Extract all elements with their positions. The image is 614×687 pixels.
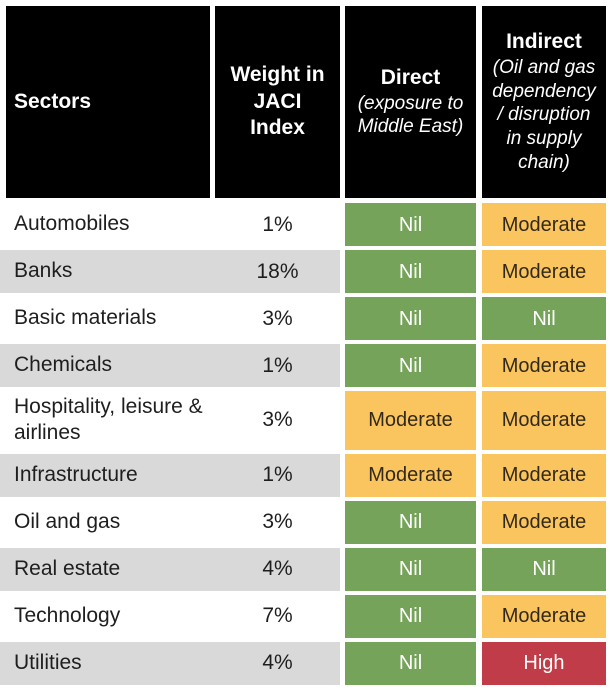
indirect-rating-chip: Moderate bbox=[482, 594, 606, 638]
table-row: Technology 7% Nil Moderate bbox=[0, 594, 614, 638]
column-sublabel-direct: (exposure to Middle East) bbox=[357, 92, 464, 138]
weight-cell: 4% bbox=[262, 651, 293, 674]
direct-rating-chip: Moderate bbox=[345, 391, 476, 450]
header-cell-indirect: Indirect (Oil and gas dependency / disru… bbox=[482, 6, 606, 198]
row-stripe bbox=[0, 547, 340, 591]
weight-cell: 4% bbox=[262, 557, 293, 580]
column-sublabel-indirect: (Oil and gas dependency / disruption in … bbox=[492, 56, 596, 174]
sector-cell: Real estate bbox=[14, 556, 121, 580]
table-row: Automobiles 1% Nil Moderate bbox=[0, 203, 614, 246]
sector-cell: Hospitality, leisure & airlines bbox=[14, 395, 203, 445]
table-row: Infrastructure 1% Moderate Moderate bbox=[0, 453, 614, 497]
column-label-sectors: Sectors bbox=[14, 89, 92, 113]
table-row: Hospitality, leisure & airlines 3% Moderat… bbox=[0, 391, 614, 450]
indirect-rating-chip: Moderate bbox=[482, 500, 606, 544]
weight-cell: 1% bbox=[262, 353, 293, 377]
row-stripe bbox=[0, 453, 340, 497]
weight-cell: 3% bbox=[262, 510, 293, 533]
sector-cell: Infrastructure bbox=[14, 462, 138, 486]
table-row: Chemicals 1% Nil Moderate bbox=[0, 344, 614, 387]
indirect-rating-chip: Nil bbox=[482, 547, 606, 591]
row-stripe bbox=[0, 641, 340, 685]
sector-cell: Technology bbox=[14, 603, 121, 627]
direct-rating-chip: Nil bbox=[345, 547, 476, 591]
column-label-indirect: Indirect bbox=[506, 29, 582, 53]
weight-cell: 1% bbox=[262, 463, 293, 486]
table-row: Basic materials 3% Nil Nil bbox=[0, 297, 614, 340]
weight-cell: 3% bbox=[262, 408, 293, 432]
weight-cell: 18% bbox=[256, 259, 299, 283]
sector-cell: Utilities bbox=[14, 650, 82, 674]
indirect-rating-chip: Moderate bbox=[482, 344, 606, 387]
direct-rating-chip: Nil bbox=[345, 641, 476, 685]
sector-cell: Oil and gas bbox=[14, 509, 121, 533]
sector-cell: Basic materials bbox=[14, 306, 157, 330]
direct-rating-chip: Nil bbox=[345, 500, 476, 544]
direct-rating-chip: Nil bbox=[345, 297, 476, 340]
weight-cell: 3% bbox=[262, 306, 293, 330]
table-header: Sectors Weight in JACI Index Direct (exp… bbox=[0, 6, 606, 198]
table-body: Automobiles 1% Nil Moderate Banks 18% Nil Moder… bbox=[0, 203, 614, 685]
row-stripe bbox=[0, 344, 340, 387]
sector-cell: Chemicals bbox=[14, 353, 113, 377]
sector-cell: Automobiles bbox=[14, 212, 130, 236]
column-label-weight: Weight in JACI Index bbox=[230, 62, 325, 140]
direct-rating-chip: Nil bbox=[345, 203, 476, 246]
direct-rating-chip: Nil bbox=[345, 250, 476, 293]
indirect-rating-chip: Moderate bbox=[482, 250, 606, 293]
direct-rating-chip: Moderate bbox=[345, 453, 476, 497]
table-row: Utilities 4% Nil High bbox=[0, 641, 614, 685]
table-row: Oil and gas 3% Nil Moderate bbox=[0, 500, 614, 544]
table-row: Real estate 4% Nil Nil bbox=[0, 547, 614, 591]
table-row: Banks 18% Nil Moderate bbox=[0, 250, 614, 293]
weight-cell: 7% bbox=[262, 604, 293, 627]
header-cell-weight: Weight in JACI Index bbox=[215, 6, 340, 198]
weight-cell: 1% bbox=[262, 212, 293, 236]
sector-cell: Banks bbox=[14, 259, 73, 283]
indirect-rating-chip: Nil bbox=[482, 297, 606, 340]
direct-rating-chip: Nil bbox=[345, 594, 476, 638]
indirect-rating-chip: Moderate bbox=[482, 453, 606, 497]
direct-rating-chip: Nil bbox=[345, 344, 476, 387]
indirect-rating-chip: Moderate bbox=[482, 203, 606, 246]
header-cell-direct: Direct (exposure to Middle East) bbox=[345, 6, 476, 198]
header-cell-sectors: Sectors bbox=[6, 6, 210, 198]
column-label-direct: Direct bbox=[380, 65, 441, 89]
indirect-rating-chip: Moderate bbox=[482, 391, 606, 450]
indirect-rating-chip: High bbox=[482, 641, 606, 685]
row-stripe bbox=[0, 250, 340, 293]
